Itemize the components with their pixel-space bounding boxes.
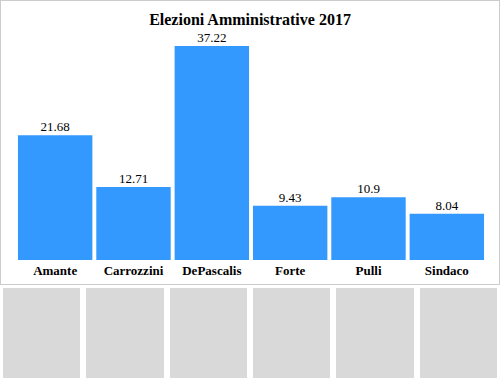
svg-text:37.22: 37.22 <box>197 30 226 45</box>
svg-text:21.68: 21.68 <box>41 119 70 134</box>
svg-text:DePascalis: DePascalis <box>182 263 241 278</box>
svg-text:9.43: 9.43 <box>279 190 302 205</box>
svg-text:Elezioni Amministrative 2017: Elezioni Amministrative 2017 <box>149 11 351 28</box>
svg-text:Carrozzini: Carrozzini <box>104 263 164 278</box>
svg-text:12.71: 12.71 <box>119 171 148 186</box>
svg-text:Sindaco: Sindaco <box>425 263 469 278</box>
svg-text:Amante: Amante <box>33 263 77 278</box>
svg-text:10.9: 10.9 <box>357 181 380 196</box>
svg-text:Forte: Forte <box>275 263 306 278</box>
svg-text:8.04: 8.04 <box>435 198 458 213</box>
svg-text:Pulli: Pulli <box>355 263 381 278</box>
